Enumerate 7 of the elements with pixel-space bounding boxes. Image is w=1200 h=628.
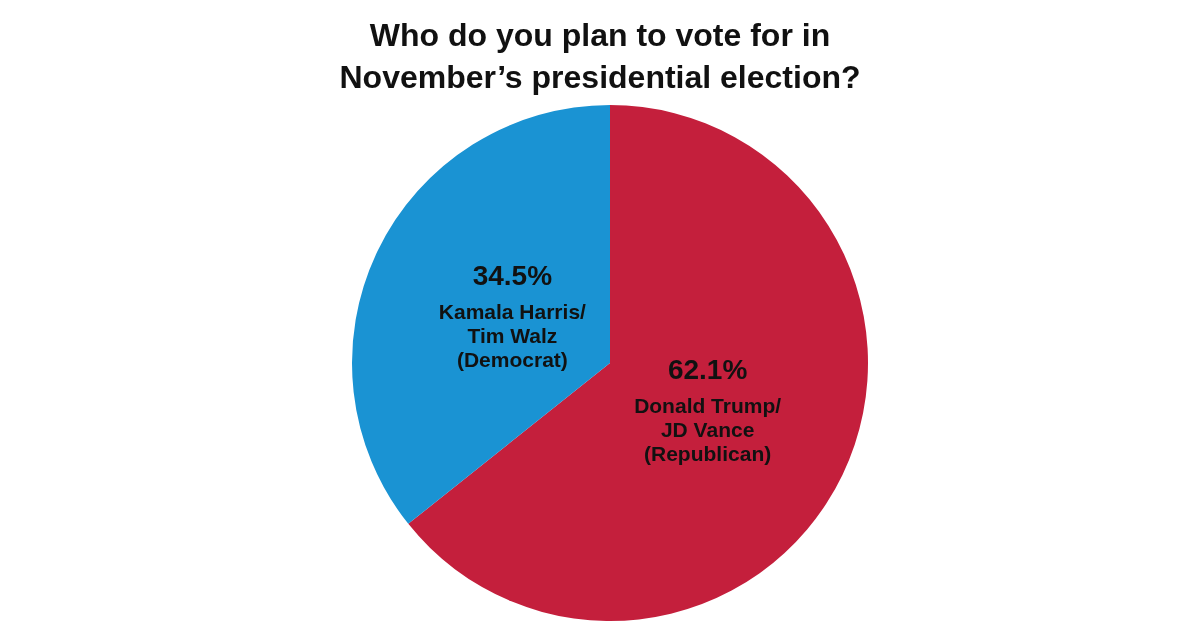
pie-slice: [408, 105, 868, 621]
data-label: 34.5%: [472, 259, 553, 291]
pie-slice: [352, 105, 610, 524]
data-label: 62.1%: [667, 354, 748, 386]
slice-label: Donald Trump/ JD Vance (Republican): [634, 394, 782, 466]
chart-title: Who do you plan to vote for in November’s presidential election?: [338, 16, 862, 97]
slice-label: Kamala Harris/ Tim Walz (Democrat): [438, 299, 587, 371]
